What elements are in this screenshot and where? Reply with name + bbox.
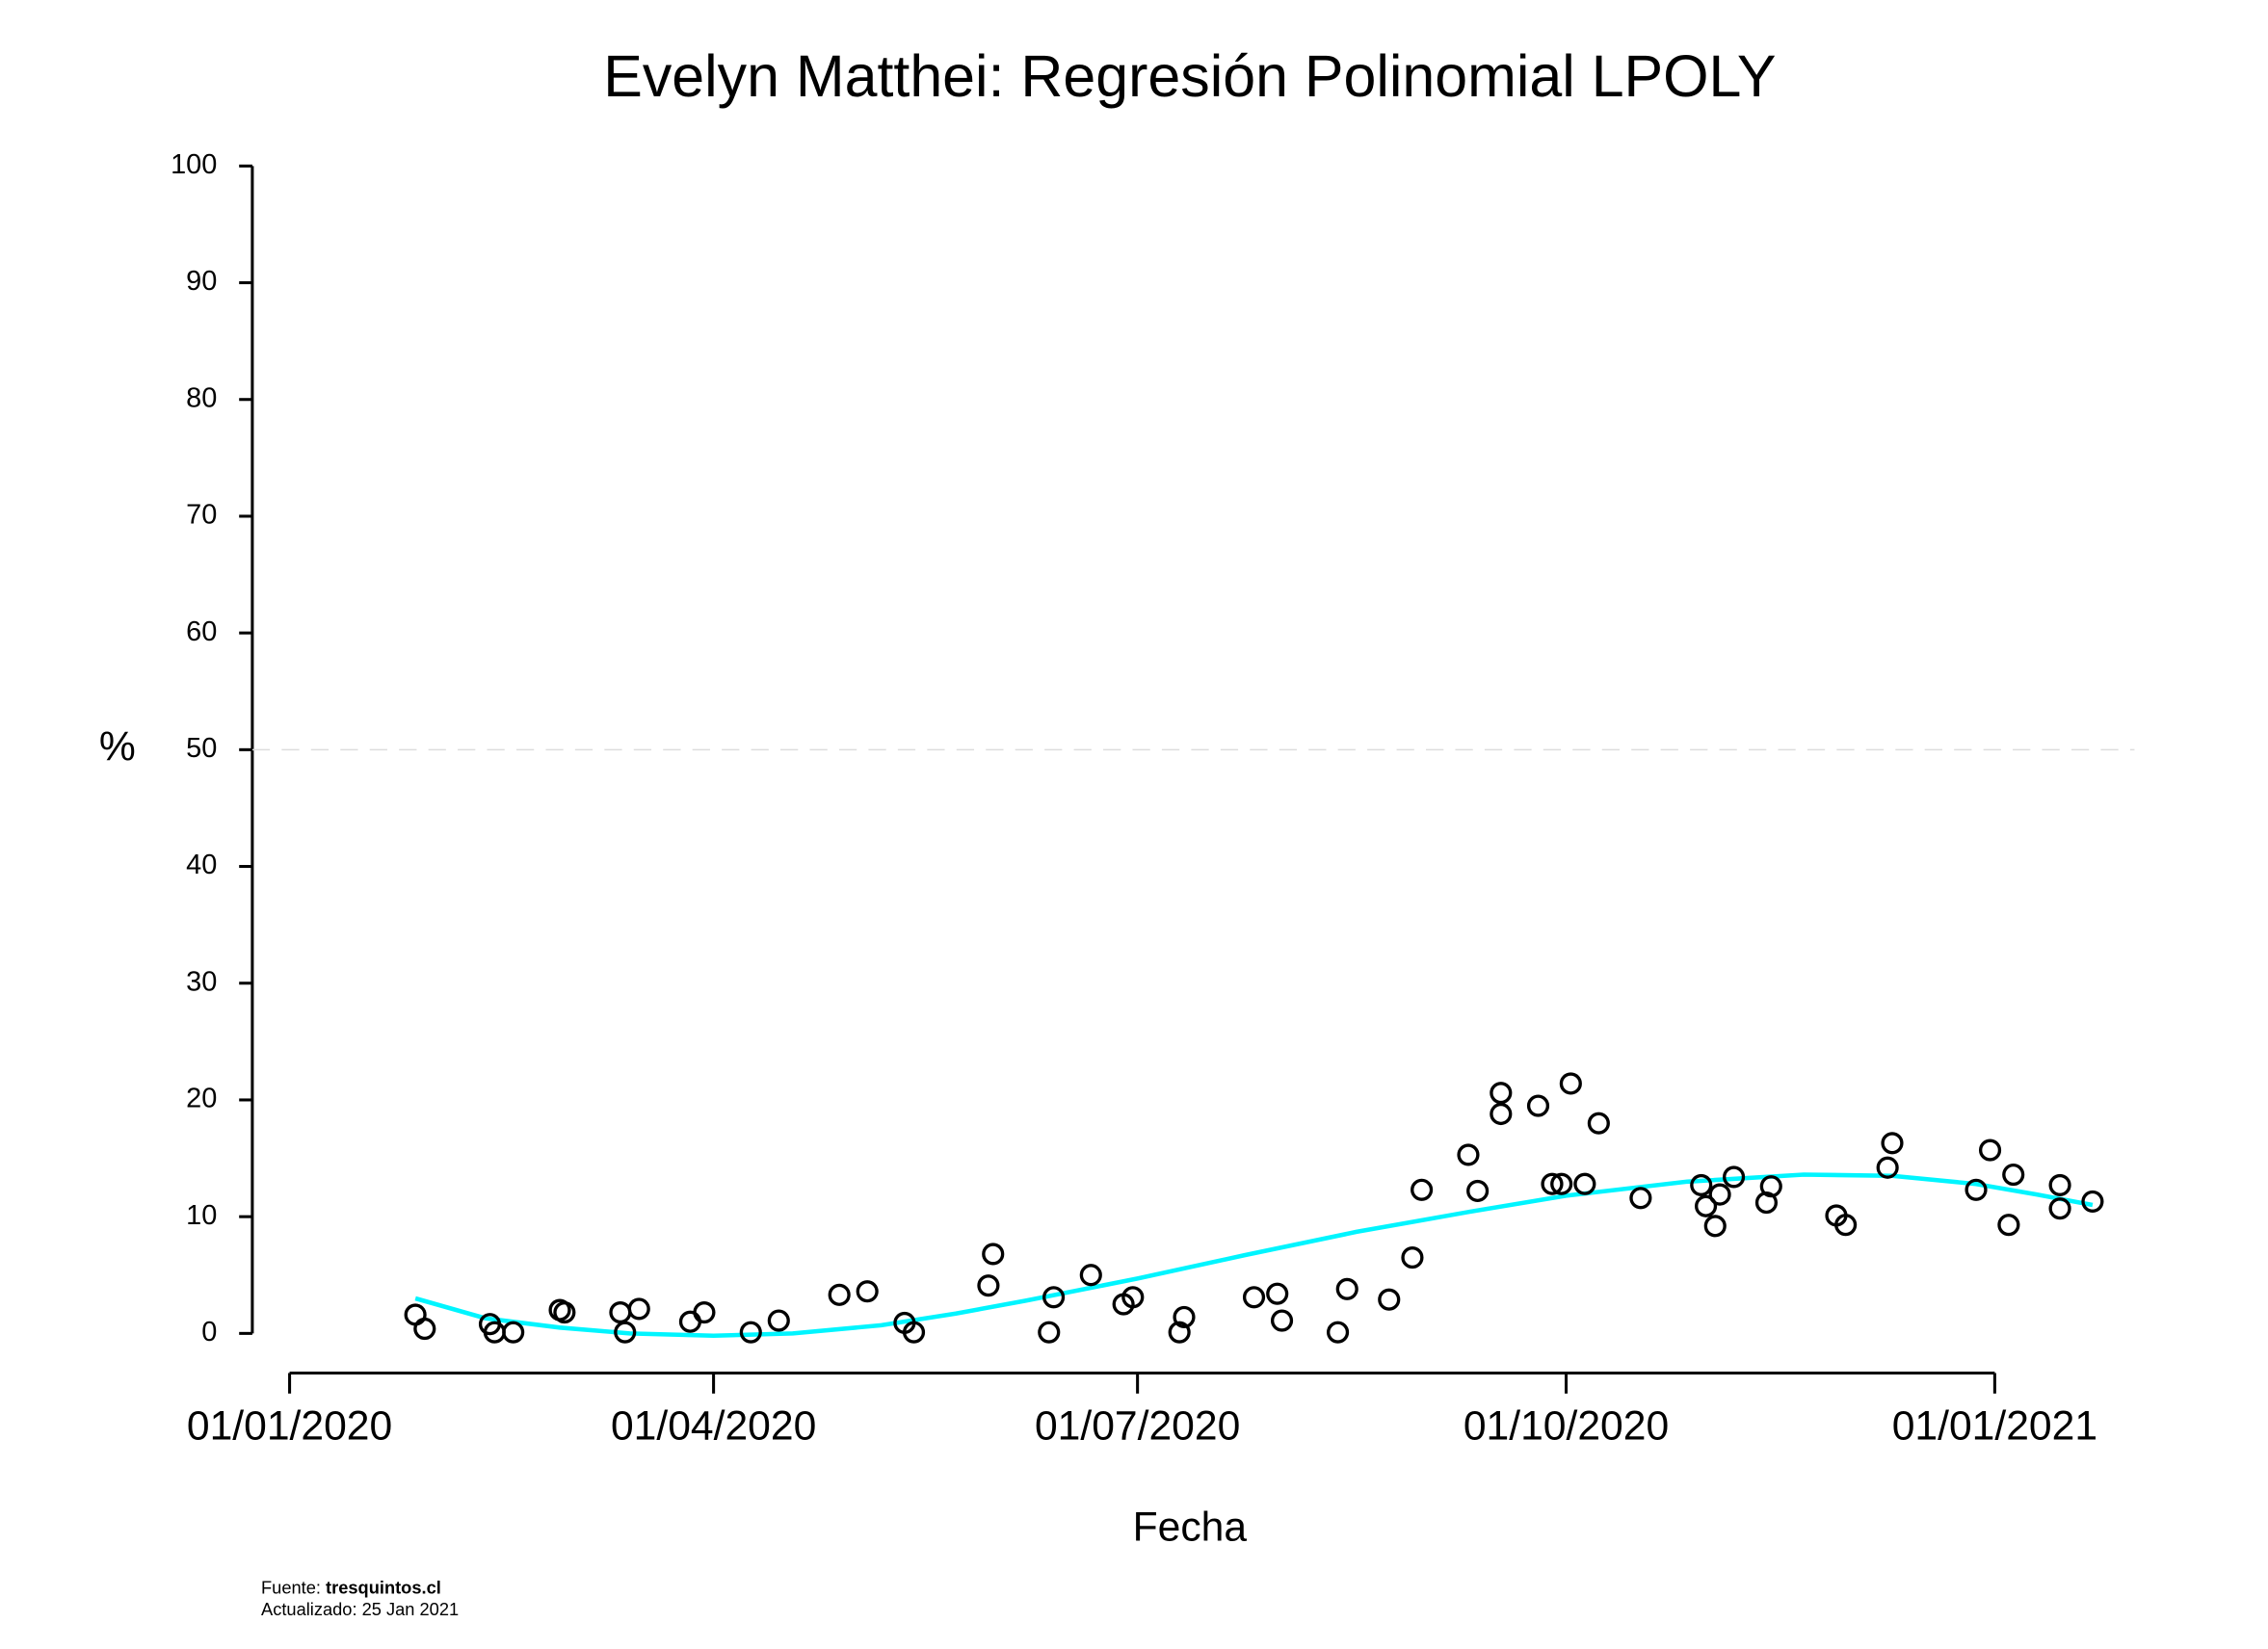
data-point <box>1573 1172 1596 1195</box>
data-point <box>1466 1179 1490 1203</box>
y-tick-label: 0 <box>201 1317 217 1348</box>
y-tick-label: 70 <box>186 500 217 531</box>
x-tick-label: 01/01/2021 <box>1892 1403 2097 1450</box>
source-note: Fuente: tresquintos.cl <box>261 1577 441 1597</box>
data-point <box>502 1321 525 1344</box>
fit-line <box>414 1172 2094 1339</box>
x-axis-label: Fecha <box>1133 1505 1248 1551</box>
data-point <box>1173 1305 1196 1328</box>
data-point <box>1326 1321 1350 1344</box>
data-point <box>767 1309 790 1332</box>
data-point <box>1457 1143 1480 1166</box>
y-tick-label: 60 <box>186 616 217 647</box>
data-point <box>1079 1264 1102 1287</box>
x-tick-label: 01/01/2020 <box>187 1403 392 1450</box>
chart-title: Evelyn Matthei: Regresión Polinomial LPO… <box>603 43 1776 109</box>
y-tick-label: 90 <box>186 266 217 297</box>
updated-note: Actualizado: 25 Jan 2021 <box>261 1599 459 1619</box>
data-point <box>1168 1321 1191 1344</box>
data-point <box>1723 1165 1746 1189</box>
data-point <box>1629 1187 1652 1210</box>
data-point <box>1965 1178 1988 1201</box>
x-tick-label: 01/04/2020 <box>611 1403 816 1450</box>
data-point <box>856 1280 879 1303</box>
data-point <box>1587 1112 1610 1135</box>
data-point <box>1559 1072 1582 1095</box>
data-point <box>1997 1214 2020 1237</box>
source-label: Fuente: <box>261 1577 321 1597</box>
data-point <box>1042 1286 1066 1309</box>
data-point <box>1690 1173 1713 1197</box>
y-tick-label: 80 <box>186 382 217 413</box>
data-point <box>1411 1178 1434 1201</box>
y-tick-label: 30 <box>186 966 217 997</box>
data-point <box>614 1321 637 1344</box>
data-point <box>1335 1277 1358 1300</box>
data-point <box>1490 1082 1513 1105</box>
data-point <box>553 1300 576 1324</box>
data-point <box>2081 1190 2104 1213</box>
data-point <box>1978 1139 2002 1162</box>
source: tresquintos.cl <box>326 1577 441 1597</box>
data-point <box>1703 1215 1727 1238</box>
data-point <box>1121 1286 1145 1309</box>
data-point <box>977 1274 1000 1297</box>
data-point <box>1695 1194 1718 1217</box>
data-point <box>1550 1172 1573 1195</box>
data-point <box>1876 1156 1899 1179</box>
y-tick-label: 100 <box>171 149 217 180</box>
data-point <box>693 1300 716 1324</box>
data-point <box>413 1317 436 1341</box>
data-point <box>2002 1163 2025 1187</box>
data-point <box>1242 1286 1266 1309</box>
data-point <box>902 1321 926 1344</box>
y-tick-label: 40 <box>186 850 217 880</box>
data-point <box>2048 1197 2071 1220</box>
data-point <box>627 1297 650 1321</box>
data-point <box>1834 1214 1858 1237</box>
data-point <box>1526 1094 1550 1117</box>
data-point <box>1270 1309 1294 1332</box>
y-tick-label: 10 <box>186 1200 217 1231</box>
data-point <box>1490 1102 1513 1126</box>
data-point <box>1378 1288 1401 1311</box>
data-point <box>739 1321 762 1344</box>
data-point <box>1266 1282 1289 1305</box>
data-point <box>828 1283 851 1306</box>
x-tick-label: 01/10/2020 <box>1464 1403 1669 1450</box>
data-point <box>1541 1172 1564 1195</box>
data-point <box>1401 1246 1424 1269</box>
data-point <box>1708 1183 1731 1206</box>
data-point <box>1038 1321 1061 1344</box>
y-tick-label: 50 <box>186 733 217 764</box>
data-point <box>2048 1173 2071 1197</box>
x-tick-label: 01/07/2020 <box>1035 1403 1240 1450</box>
data-point <box>982 1243 1005 1266</box>
data-point <box>1881 1132 1904 1155</box>
y-tick-label: 20 <box>186 1084 217 1114</box>
y-axis-label: % <box>99 724 136 771</box>
data-point <box>1759 1175 1782 1198</box>
